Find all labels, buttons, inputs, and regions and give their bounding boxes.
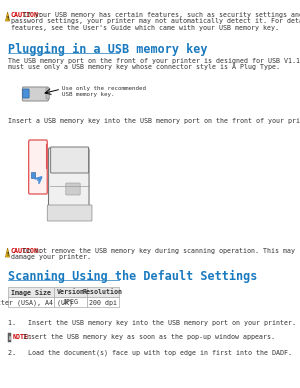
Text: Resolution: Resolution xyxy=(83,289,123,296)
Text: Version: Version xyxy=(56,289,85,296)
Text: must use only a USB memory key whose connector style is A Plug Type.: must use only a USB memory key whose con… xyxy=(8,64,280,71)
Polygon shape xyxy=(5,12,10,21)
Text: Use only the recommended: Use only the recommended xyxy=(62,86,146,91)
Text: 2.   Load the document(s) face up with top edge in first into the DADF.: 2. Load the document(s) face up with top… xyxy=(8,350,292,357)
Text: 1.   Insert the USB memory key into the USB memory port on your printer.: 1. Insert the USB memory key into the US… xyxy=(8,320,296,326)
Text: The USB memory port on the front of your printer is designed for USB V1.1 and US: The USB memory port on the front of your… xyxy=(8,58,300,64)
Polygon shape xyxy=(5,248,10,257)
Text: USB memory key.: USB memory key. xyxy=(62,92,115,97)
Text: Do not remove the USB memory key during scanning operation. This may: Do not remove the USB memory key during … xyxy=(19,248,295,254)
Text: features, see the User's Guide which came with your USB memory key.: features, see the User's Guide which cam… xyxy=(11,25,279,31)
Text: damage your printer.: damage your printer. xyxy=(11,255,91,260)
FancyBboxPatch shape xyxy=(49,148,89,210)
Text: i: i xyxy=(8,336,11,341)
Text: !: ! xyxy=(7,251,9,256)
Text: Scanning Using the Default Settings: Scanning Using the Default Settings xyxy=(8,270,257,283)
Bar xyxy=(54,297,87,307)
FancyBboxPatch shape xyxy=(46,88,50,99)
FancyBboxPatch shape xyxy=(66,183,80,195)
Text: password settings, your printer may not automatically detect it. For details abo: password settings, your printer may not … xyxy=(11,19,300,24)
Text: NOTE:: NOTE: xyxy=(13,334,33,340)
Text: CAUTION:: CAUTION: xyxy=(11,248,43,254)
Text: Image Size: Image Size xyxy=(11,289,51,296)
Bar xyxy=(8,287,54,297)
Bar xyxy=(54,287,87,297)
FancyBboxPatch shape xyxy=(22,87,49,101)
Text: If your USB memory has certain features, such as security settings and: If your USB memory has certain features,… xyxy=(19,12,300,18)
FancyBboxPatch shape xyxy=(51,147,88,173)
Text: 200 dpi: 200 dpi xyxy=(89,300,117,305)
Bar xyxy=(8,297,54,307)
Bar xyxy=(87,287,119,297)
FancyBboxPatch shape xyxy=(23,89,29,98)
Text: Insert the USB memory key as soon as the pop-up window appears.: Insert the USB memory key as soon as the… xyxy=(20,334,275,340)
FancyBboxPatch shape xyxy=(47,205,92,221)
Text: CAUTION:: CAUTION: xyxy=(11,12,43,18)
Text: Plugging in a USB memory key: Plugging in a USB memory key xyxy=(8,43,207,56)
Text: Insert a USB memory key into the USB memory port on the front of your printer.: Insert a USB memory key into the USB mem… xyxy=(8,118,300,124)
FancyBboxPatch shape xyxy=(29,140,47,194)
Text: Letter (USA), A4 (UK): Letter (USA), A4 (UK) xyxy=(0,299,73,306)
Bar xyxy=(8,333,11,342)
Bar xyxy=(87,297,119,307)
Text: !: ! xyxy=(7,16,9,21)
FancyBboxPatch shape xyxy=(32,173,36,178)
Text: JPEG: JPEG xyxy=(62,300,79,305)
